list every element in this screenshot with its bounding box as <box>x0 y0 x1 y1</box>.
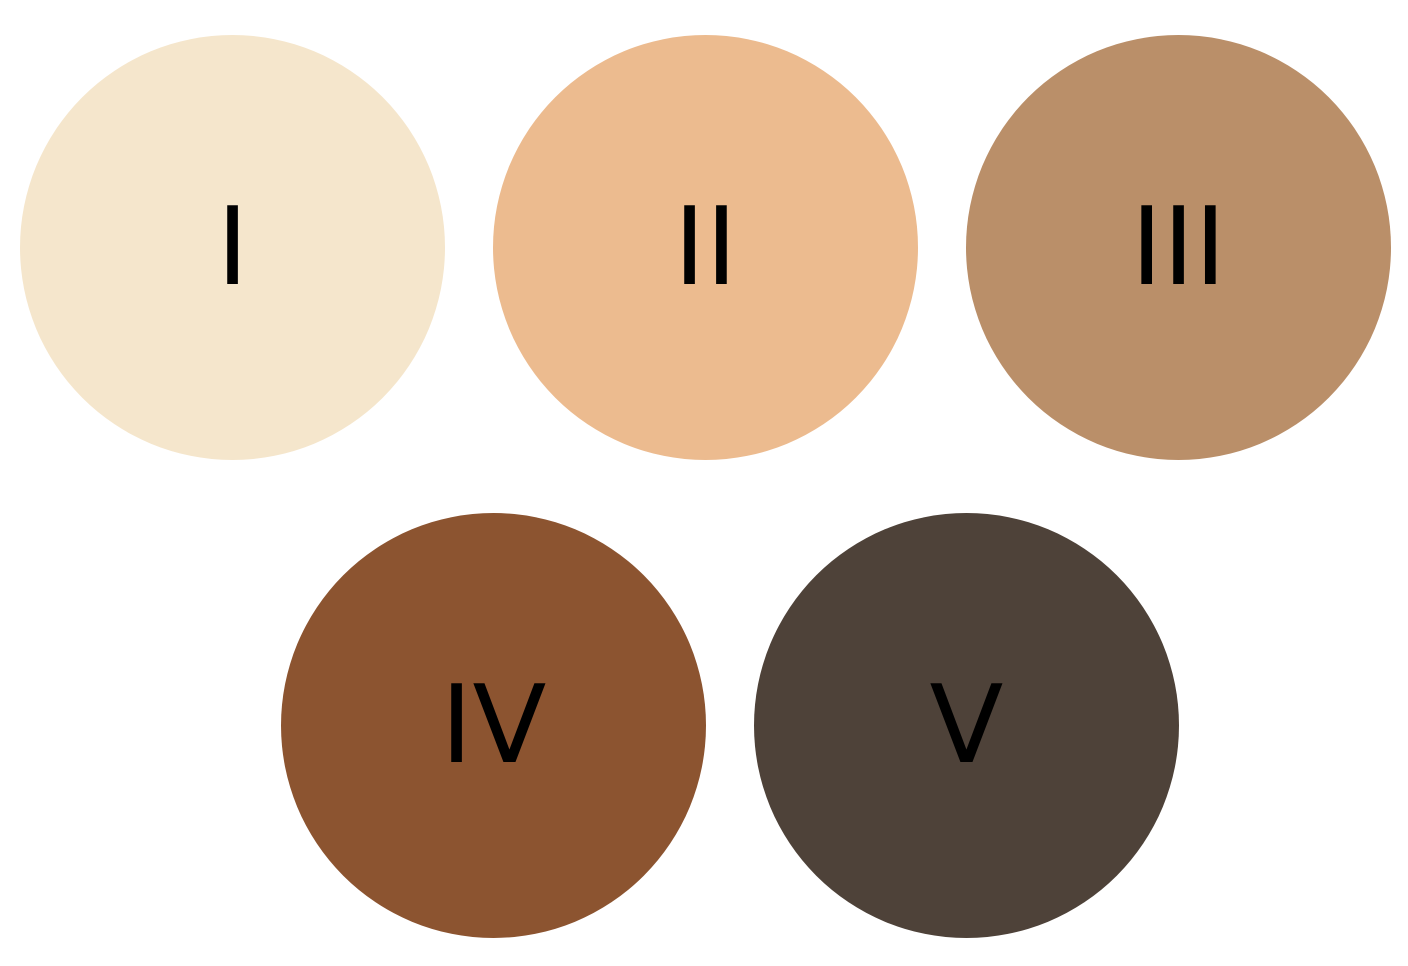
tone-label-5: V <box>929 662 1004 788</box>
tone-label-4: IV <box>440 662 547 788</box>
tone-swatch-4: IV <box>281 513 706 938</box>
tone-label-1: I <box>216 184 249 310</box>
tone-swatch-2: II <box>493 35 918 460</box>
tone-swatch-5: V <box>754 513 1179 938</box>
tone-label-2: II <box>673 184 738 310</box>
tone-swatch-3: III <box>966 35 1391 460</box>
tone-label-3: III <box>1130 184 1227 310</box>
tone-swatch-1: I <box>20 35 445 460</box>
